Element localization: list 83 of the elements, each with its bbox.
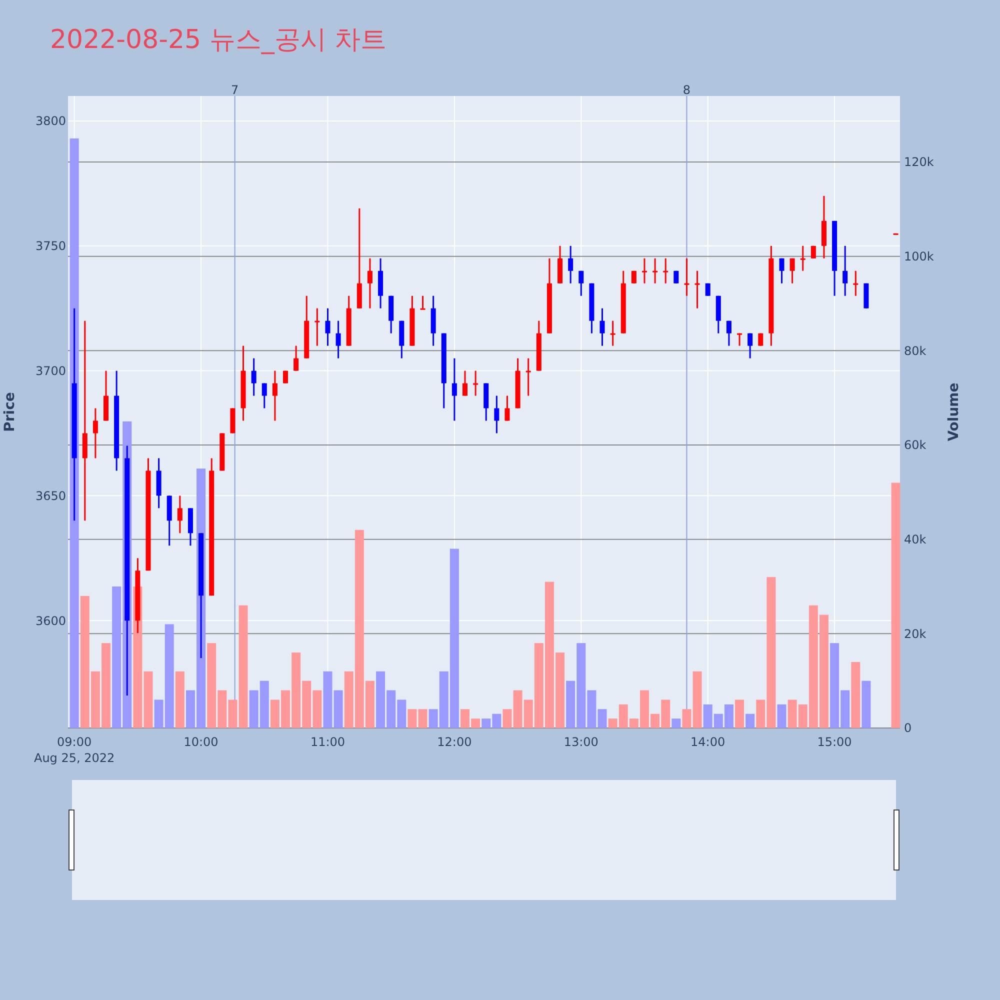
- bar: [502, 709, 512, 728]
- y-tick-label: 3600: [35, 614, 66, 628]
- candlestick: [684, 258, 690, 297]
- candlestick: [82, 320, 88, 522]
- candlestick: [810, 245, 816, 260]
- text: Aug 25, 2022: [34, 751, 115, 765]
- bar: [735, 700, 744, 728]
- candlestick: [674, 270, 679, 284]
- bar: [334, 690, 343, 728]
- bar: [323, 671, 332, 728]
- candlestick: [251, 358, 256, 397]
- bar: [682, 709, 692, 728]
- chart-title: 2022-08-25 뉴스_공시 차트: [50, 25, 387, 55]
- bar: [238, 605, 248, 728]
- candlestick: [663, 258, 668, 284]
- candlestick: [272, 370, 278, 422]
- candlestick: [568, 245, 574, 284]
- x-tick-label: 13:00: [564, 735, 598, 749]
- bar: [891, 482, 900, 728]
- candlestick: [705, 282, 710, 297]
- candlestick: [748, 332, 753, 360]
- y2-axis-title: Volume: [946, 382, 962, 442]
- y-tick-label: 3650: [35, 488, 66, 503]
- candlestick: [262, 382, 267, 410]
- candlestick: [452, 358, 457, 422]
- candlestick: [294, 345, 299, 372]
- bar: [746, 714, 755, 728]
- candlestick: [642, 258, 647, 284]
- y2-tick-label: 80k: [904, 344, 926, 358]
- bar: [692, 671, 702, 728]
- candlestick: [92, 408, 98, 459]
- candlestick: [494, 395, 500, 434]
- candlestick: [177, 494, 182, 534]
- y-tick-label: 3700: [35, 364, 66, 378]
- y-axis-title: Price: [2, 392, 18, 432]
- y2-tick-label: 40k: [904, 532, 926, 547]
- bar: [862, 680, 871, 728]
- candlestick: [473, 370, 478, 397]
- candlestick: [631, 270, 636, 284]
- bar: [598, 709, 607, 728]
- y2-tick-label: 0: [904, 721, 912, 736]
- bar: [851, 662, 860, 728]
- candlestick: [526, 358, 531, 397]
- x-tick-label: 10:00: [184, 735, 218, 749]
- candlestick: [610, 320, 616, 347]
- y2-tick-label: 60k: [904, 438, 926, 452]
- x-tick-label: 15:00: [817, 735, 852, 749]
- candlestick: [726, 320, 732, 347]
- candlestick: [694, 270, 700, 310]
- candlestick: [790, 258, 795, 284]
- ref-line-label: 8: [682, 83, 691, 97]
- candlestick: [800, 245, 806, 272]
- candlestick: [325, 308, 330, 347]
- candlestick: [283, 370, 288, 384]
- candlestick: [420, 295, 426, 310]
- candlestick: [737, 332, 742, 347]
- bar: [672, 718, 681, 728]
- x-tick-label: 09:00: [57, 735, 92, 749]
- candlestick: [779, 258, 784, 284]
- bar: [418, 709, 428, 728]
- candlestick: [578, 270, 584, 297]
- candlestick: [600, 308, 605, 347]
- candlestick: [652, 258, 658, 284]
- candlestick: [758, 332, 764, 347]
- y-tick-label: 3800: [35, 114, 66, 128]
- candlestick: [314, 308, 320, 347]
- x-tick-label: 14:00: [690, 735, 726, 749]
- x-tick-label: 11:00: [310, 735, 346, 749]
- candlestick: [842, 245, 848, 297]
- candlestick: [367, 258, 372, 310]
- bar: [175, 671, 184, 728]
- candlestick: [462, 370, 468, 397]
- candlestick: [504, 395, 510, 422]
- candlestick: [336, 320, 341, 360]
- y2-tick-label: 120k: [904, 155, 934, 170]
- bar: [777, 704, 786, 728]
- y2-tick-label: 100k: [904, 250, 934, 264]
- bar: [408, 709, 417, 728]
- ref-line-label: 7: [231, 83, 239, 97]
- candlestick: [853, 270, 858, 297]
- x-tick-label: 12:00: [437, 735, 472, 749]
- y2-tick-label: 20k: [904, 626, 926, 641]
- y-tick-label: 3750: [35, 239, 66, 254]
